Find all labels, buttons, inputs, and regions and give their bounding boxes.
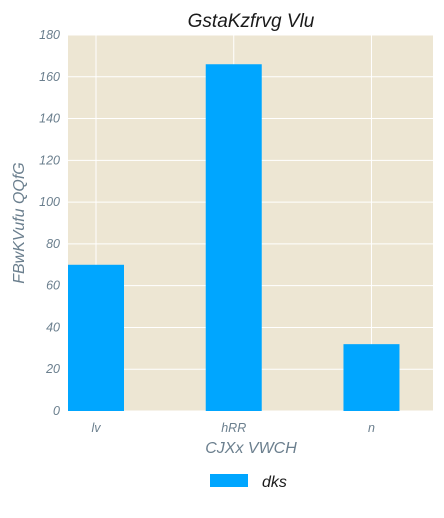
- x-tick-label: n: [368, 421, 375, 435]
- y-tick-label: 20: [45, 362, 60, 376]
- x-axis-ticks: lv hRR n: [91, 421, 375, 435]
- bars: [68, 64, 400, 411]
- legend-swatch: [210, 474, 248, 487]
- y-axis-label: FBwKVufu QQfG: [11, 162, 28, 284]
- y-axis-ticks: 0 20 40 60 80 100 120 140 160 180: [39, 28, 60, 418]
- legend-label: dks: [262, 474, 287, 491]
- y-tick-label: 0: [53, 404, 60, 418]
- y-tick-label: 140: [39, 112, 60, 126]
- bar-n: [343, 344, 400, 411]
- y-tick-label: 180: [39, 28, 60, 42]
- x-tick-label: lv: [91, 421, 101, 435]
- legend: dks: [210, 474, 287, 491]
- x-tick-label: hRR: [221, 421, 246, 435]
- y-tick-label: 120: [39, 153, 60, 167]
- y-tick-label: 160: [39, 70, 60, 84]
- y-tick-label: 60: [46, 279, 60, 293]
- x-axis-label: CJXx VWCH: [205, 440, 297, 457]
- y-tick-label: 100: [39, 195, 60, 209]
- y-tick-label: 80: [46, 237, 60, 251]
- y-tick-label: 40: [46, 320, 60, 334]
- bar-lv: [68, 264, 124, 411]
- chart-title: GstaKzfrvg Vlu: [188, 11, 315, 32]
- bar-hRR: [205, 64, 262, 411]
